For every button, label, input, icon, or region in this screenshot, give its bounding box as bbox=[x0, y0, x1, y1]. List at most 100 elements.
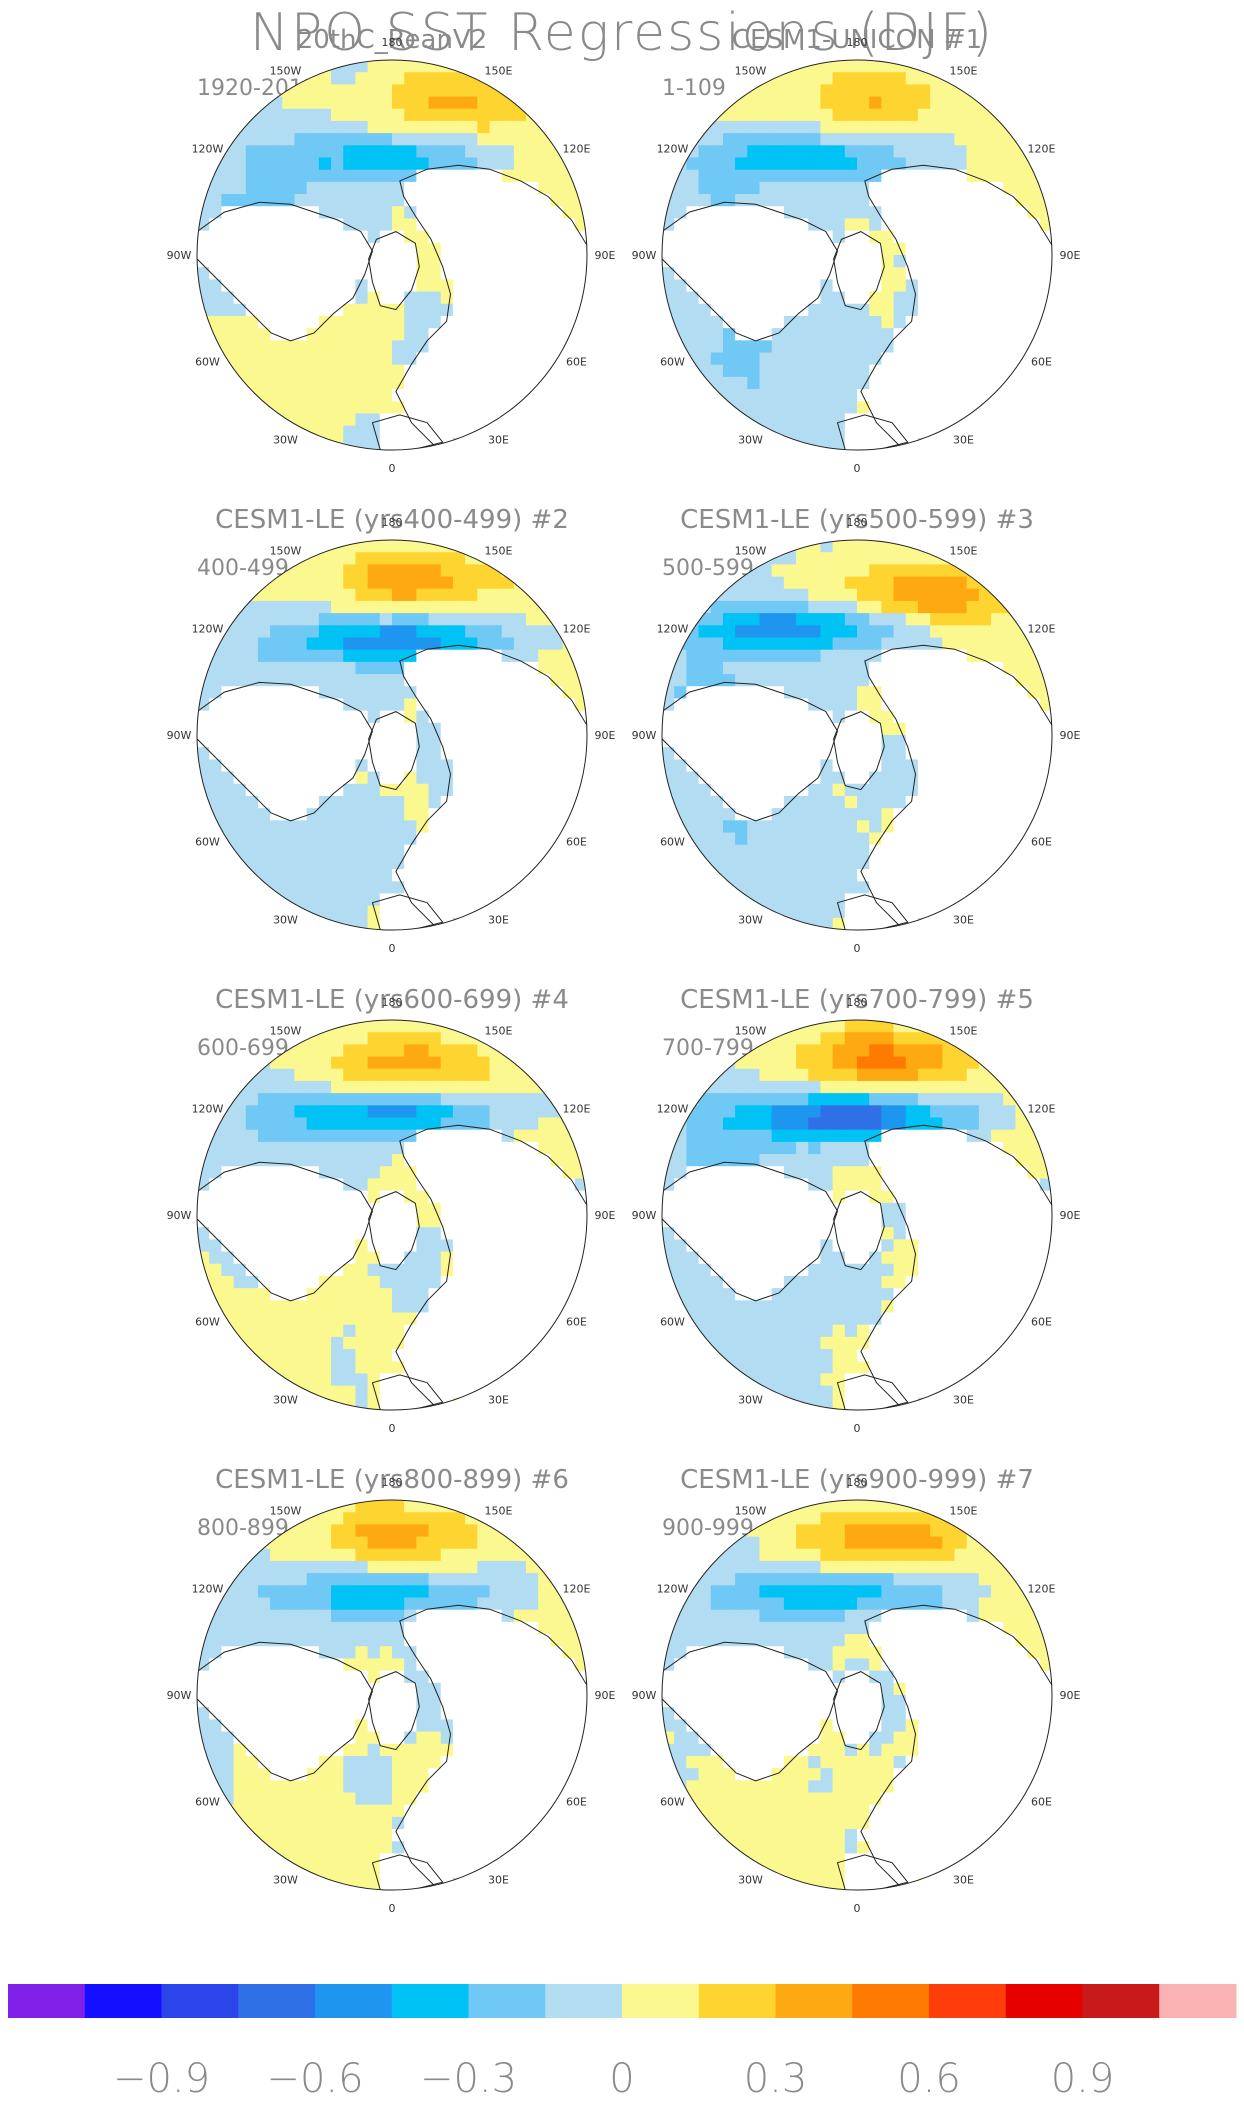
sst-cell bbox=[759, 1141, 773, 1155]
land-cell bbox=[710, 759, 724, 773]
sst-cell bbox=[306, 1093, 320, 1106]
sst-cell bbox=[367, 1178, 381, 1192]
land-cell bbox=[930, 649, 943, 663]
land-cell bbox=[735, 759, 748, 773]
sst-cell bbox=[355, 364, 369, 378]
sst-cell bbox=[526, 169, 539, 183]
land-cell bbox=[428, 893, 442, 907]
sst-cell bbox=[367, 856, 381, 870]
sst-cell bbox=[893, 315, 907, 329]
land-cell bbox=[477, 1300, 491, 1314]
sst-cell bbox=[771, 157, 785, 171]
sst-cell bbox=[808, 1068, 822, 1082]
sst-cell bbox=[869, 303, 882, 317]
longitude-label: 60E bbox=[566, 356, 587, 369]
sst-cell bbox=[379, 364, 393, 378]
land-cell bbox=[221, 698, 235, 712]
land-cell bbox=[954, 661, 968, 675]
sst-cell bbox=[343, 328, 357, 341]
sst-cell bbox=[306, 1044, 320, 1058]
sst-cell bbox=[844, 1336, 858, 1350]
sst-cell bbox=[820, 1288, 834, 1301]
land-cell bbox=[710, 747, 724, 760]
sst-cell bbox=[452, 600, 466, 614]
land-cell bbox=[440, 425, 454, 439]
sst-cell bbox=[881, 108, 895, 122]
land-cell bbox=[881, 832, 895, 846]
sst-cell bbox=[844, 120, 858, 134]
sst-cell bbox=[513, 1093, 527, 1106]
sst-cell bbox=[318, 1312, 332, 1326]
land-cell bbox=[991, 771, 1004, 785]
sst-cell bbox=[282, 613, 296, 626]
land-cell bbox=[428, 1312, 442, 1326]
sst-cell bbox=[379, 1020, 393, 1033]
sst-cell bbox=[905, 279, 919, 293]
sst-cell bbox=[820, 352, 834, 366]
sst-cell bbox=[245, 649, 259, 663]
sst-cell bbox=[404, 613, 417, 626]
land-cell bbox=[294, 255, 308, 268]
land-cell bbox=[978, 242, 992, 256]
land-cell bbox=[428, 820, 442, 834]
sst-cell bbox=[722, 588, 736, 602]
land-cell bbox=[954, 856, 968, 870]
sst-cell bbox=[318, 1166, 332, 1180]
sst-cell bbox=[710, 133, 724, 146]
land-cell bbox=[318, 1251, 332, 1265]
sst-cell bbox=[881, 242, 895, 256]
sst-cell bbox=[930, 120, 943, 134]
sst-cell bbox=[808, 145, 822, 159]
sst-cell bbox=[808, 401, 822, 415]
land-cell bbox=[857, 917, 870, 930]
sst-cell bbox=[392, 303, 405, 317]
sst-cell bbox=[245, 1336, 259, 1350]
sst-cell bbox=[783, 120, 797, 134]
land-cell bbox=[857, 710, 870, 724]
sst-cell bbox=[820, 169, 834, 183]
land-cell bbox=[662, 255, 675, 268]
sst-cell bbox=[197, 291, 210, 305]
sst-cell bbox=[282, 1336, 296, 1350]
land-cell bbox=[489, 869, 503, 882]
sst-cell bbox=[747, 157, 761, 171]
sst-cell bbox=[355, 1251, 369, 1265]
sst-cell bbox=[771, 1105, 785, 1119]
sst-cell bbox=[857, 120, 870, 134]
land-cell bbox=[808, 1202, 822, 1216]
land-cell bbox=[489, 881, 503, 895]
land-cell bbox=[881, 181, 895, 195]
land-cell bbox=[245, 1239, 259, 1253]
land-cell bbox=[893, 674, 907, 687]
land-cell bbox=[562, 315, 576, 329]
land-cell bbox=[233, 735, 247, 748]
sst-cell bbox=[747, 881, 761, 895]
sst-cell bbox=[1027, 686, 1041, 700]
sst-cell bbox=[930, 600, 943, 614]
land-cell bbox=[942, 364, 956, 378]
sst-cell bbox=[954, 84, 968, 98]
land-cell bbox=[1027, 255, 1041, 268]
land-cell bbox=[465, 735, 478, 748]
sst-cell bbox=[686, 832, 700, 846]
sst-cell bbox=[771, 893, 785, 907]
sst-cell bbox=[294, 1324, 308, 1338]
land-cell bbox=[428, 1129, 442, 1143]
land-cell bbox=[869, 1324, 882, 1338]
sst-cell bbox=[526, 133, 539, 146]
sst-cell bbox=[221, 649, 235, 663]
land-cell bbox=[562, 1202, 576, 1216]
sst-cell bbox=[686, 340, 700, 354]
sst-cell bbox=[893, 108, 907, 122]
sst-cell bbox=[844, 1300, 858, 1314]
land-cell bbox=[477, 1178, 491, 1192]
sst-cell bbox=[428, 1227, 442, 1240]
sst-cell bbox=[771, 625, 785, 639]
sst-cell bbox=[735, 637, 748, 651]
land-cell bbox=[392, 747, 405, 760]
sst-cell bbox=[294, 869, 308, 882]
land-cell bbox=[991, 315, 1004, 329]
sst-cell bbox=[735, 869, 748, 882]
land-cell bbox=[452, 722, 466, 736]
land-cell bbox=[893, 413, 907, 427]
